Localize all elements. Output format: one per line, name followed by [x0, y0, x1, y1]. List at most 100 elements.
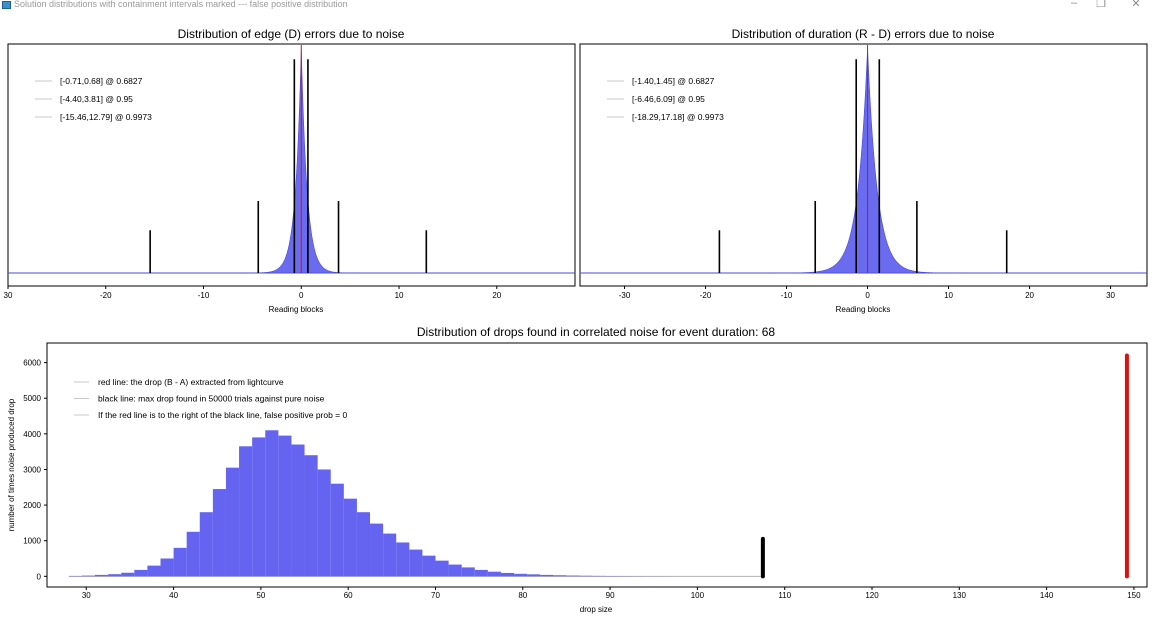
- legend: [-1.40,1.45] @ 0.6827 [-6.46,6.09] @ 0.95…: [607, 76, 724, 122]
- histogram-bar: [474, 569, 488, 577]
- x-tick-label: 20: [492, 291, 501, 300]
- histogram-bar: [487, 571, 501, 577]
- legend-entry: [-4.40,3.81] @ 0.95: [60, 94, 133, 104]
- histogram-bar: [304, 455, 318, 577]
- histogram-bar: [422, 555, 436, 577]
- x-axis-label: Reading blocks: [836, 305, 891, 314]
- plot-area: [8, 45, 575, 274]
- plot-area: [580, 45, 1147, 274]
- window-titlebar: Solution distributions with containment …: [0, 0, 1152, 12]
- histogram-bar: [409, 549, 423, 577]
- y-tick-label: 2000: [23, 501, 41, 510]
- x-tick-label: -10: [198, 291, 210, 300]
- x-axis: 30 -20 -10 0 10 20: [4, 286, 502, 300]
- legend-entry: [-0.71,0.68] @ 0.6827: [60, 76, 143, 86]
- x-tick-label: -20: [100, 291, 112, 300]
- histogram-bar: [291, 444, 305, 577]
- x-tick-label: -10: [781, 291, 793, 300]
- x-axis: -30 -20 -10 0 10 20 30: [619, 286, 1116, 300]
- x-tick-label: 80: [518, 591, 527, 600]
- x-tick-label: 50: [256, 591, 265, 600]
- histogram-bar: [199, 512, 213, 577]
- y-tick-label: 5000: [23, 394, 41, 403]
- x-tick-label: 0: [299, 291, 304, 300]
- histogram-bar: [330, 483, 344, 577]
- drop-distribution-chart: Distribution of drops found in correlate…: [7, 325, 1148, 614]
- histogram-bar: [514, 573, 528, 577]
- x-axis-label: drop size: [580, 605, 613, 614]
- chart-title: Distribution of duration (R - D) errors …: [732, 27, 995, 41]
- histogram-bar: [225, 467, 240, 577]
- histogram-bar: [108, 574, 122, 577]
- histogram-bar: [81, 575, 96, 577]
- legend: [-0.71,0.68] @ 0.6827 [-4.40,3.81] @ 0.95…: [35, 76, 152, 122]
- x-tick-label: -30: [619, 291, 631, 300]
- x-axis: 30 40 50 60 70 80 90 100 110 120 130 140 150: [82, 587, 1141, 600]
- histogram-bar: [186, 531, 200, 577]
- y-axis-label: number of times noise produced drop: [7, 398, 16, 531]
- histogram-bar: [448, 564, 462, 577]
- histogram-bar: [579, 575, 593, 577]
- y-tick-label: 3000: [23, 465, 41, 474]
- edge-error-chart: Distribution of edge (D) errors due to n…: [4, 27, 576, 314]
- x-tick-label: 10: [395, 291, 404, 300]
- histogram-bar: [147, 565, 161, 577]
- x-tick-label: 0: [865, 291, 870, 300]
- histogram-bar: [265, 430, 279, 577]
- histogram-bar: [435, 560, 449, 577]
- histogram-bar: [356, 512, 371, 577]
- minimize-icon[interactable]: –: [1070, 0, 1078, 9]
- x-tick-label: 40: [169, 591, 178, 600]
- app-icon: [2, 1, 11, 9]
- x-axis-label: Reading blocks: [269, 305, 324, 314]
- x-tick-label: 100: [691, 591, 705, 600]
- histogram-bar: [553, 575, 567, 577]
- x-tick-label: 70: [431, 591, 440, 600]
- histogram-bar: [239, 446, 253, 577]
- histogram-bar: [343, 498, 357, 577]
- histogram-bar: [527, 574, 541, 577]
- x-tick-label: 30: [82, 591, 91, 600]
- legend: red line: the drop (B - A) extracted fro…: [74, 377, 348, 420]
- chart-title: Distribution of edge (D) errors due to n…: [178, 27, 405, 41]
- y-tick-label: 6000: [23, 359, 41, 368]
- y-tick-label: 4000: [23, 430, 41, 439]
- plot-area: [68, 353, 1129, 579]
- x-tick-label: 150: [1127, 591, 1141, 600]
- x-tick-label: 120: [865, 591, 879, 600]
- chart-title: Distribution of drops found in correlate…: [417, 325, 776, 339]
- histogram-bar: [500, 572, 515, 577]
- x-tick-label: 20: [1025, 291, 1034, 300]
- histogram-bar: [566, 575, 580, 577]
- x-tick-label: 30: [4, 291, 13, 300]
- histogram-bar: [317, 469, 331, 577]
- histogram-bar: [540, 574, 554, 577]
- legend-entry: [-1.40,1.45] @ 0.6827: [632, 76, 715, 86]
- legend-entry: red line: the drop (B - A) extracted fro…: [98, 377, 284, 387]
- histogram-bar: [383, 533, 397, 577]
- window-title: Solution distributions with containment …: [14, 0, 348, 9]
- y-axis: 0 1000 2000 3000 4000 5000 6000: [23, 359, 47, 581]
- x-tick-label: -20: [700, 291, 712, 300]
- histogram-bar: [212, 489, 226, 577]
- histogram-bar: [252, 437, 266, 577]
- x-tick-label: 10: [944, 291, 953, 300]
- histogram-bar: [121, 572, 135, 577]
- histogram-bar: [370, 523, 384, 577]
- histogram-bar: [278, 435, 292, 577]
- histogram-bar: [396, 542, 410, 577]
- histogram-bar: [160, 558, 174, 577]
- x-tick-label: 30: [1106, 291, 1115, 300]
- legend-entry: If the red line is to the right of the b…: [98, 410, 348, 420]
- x-tick-label: 130: [953, 591, 967, 600]
- legend-entry: [-18.29,17.18] @ 0.9973: [632, 112, 724, 122]
- x-tick-label: 110: [778, 591, 791, 600]
- histogram-bar: [173, 547, 187, 577]
- close-icon[interactable]: ✕: [1131, 0, 1141, 10]
- histogram-bar: [461, 567, 475, 577]
- legend-entry: black line: max drop found in 50000 tria…: [98, 394, 325, 404]
- y-tick-label: 0: [37, 572, 42, 581]
- histogram-bar: [134, 569, 148, 577]
- maximize-icon[interactable]: ❐: [1096, 0, 1106, 10]
